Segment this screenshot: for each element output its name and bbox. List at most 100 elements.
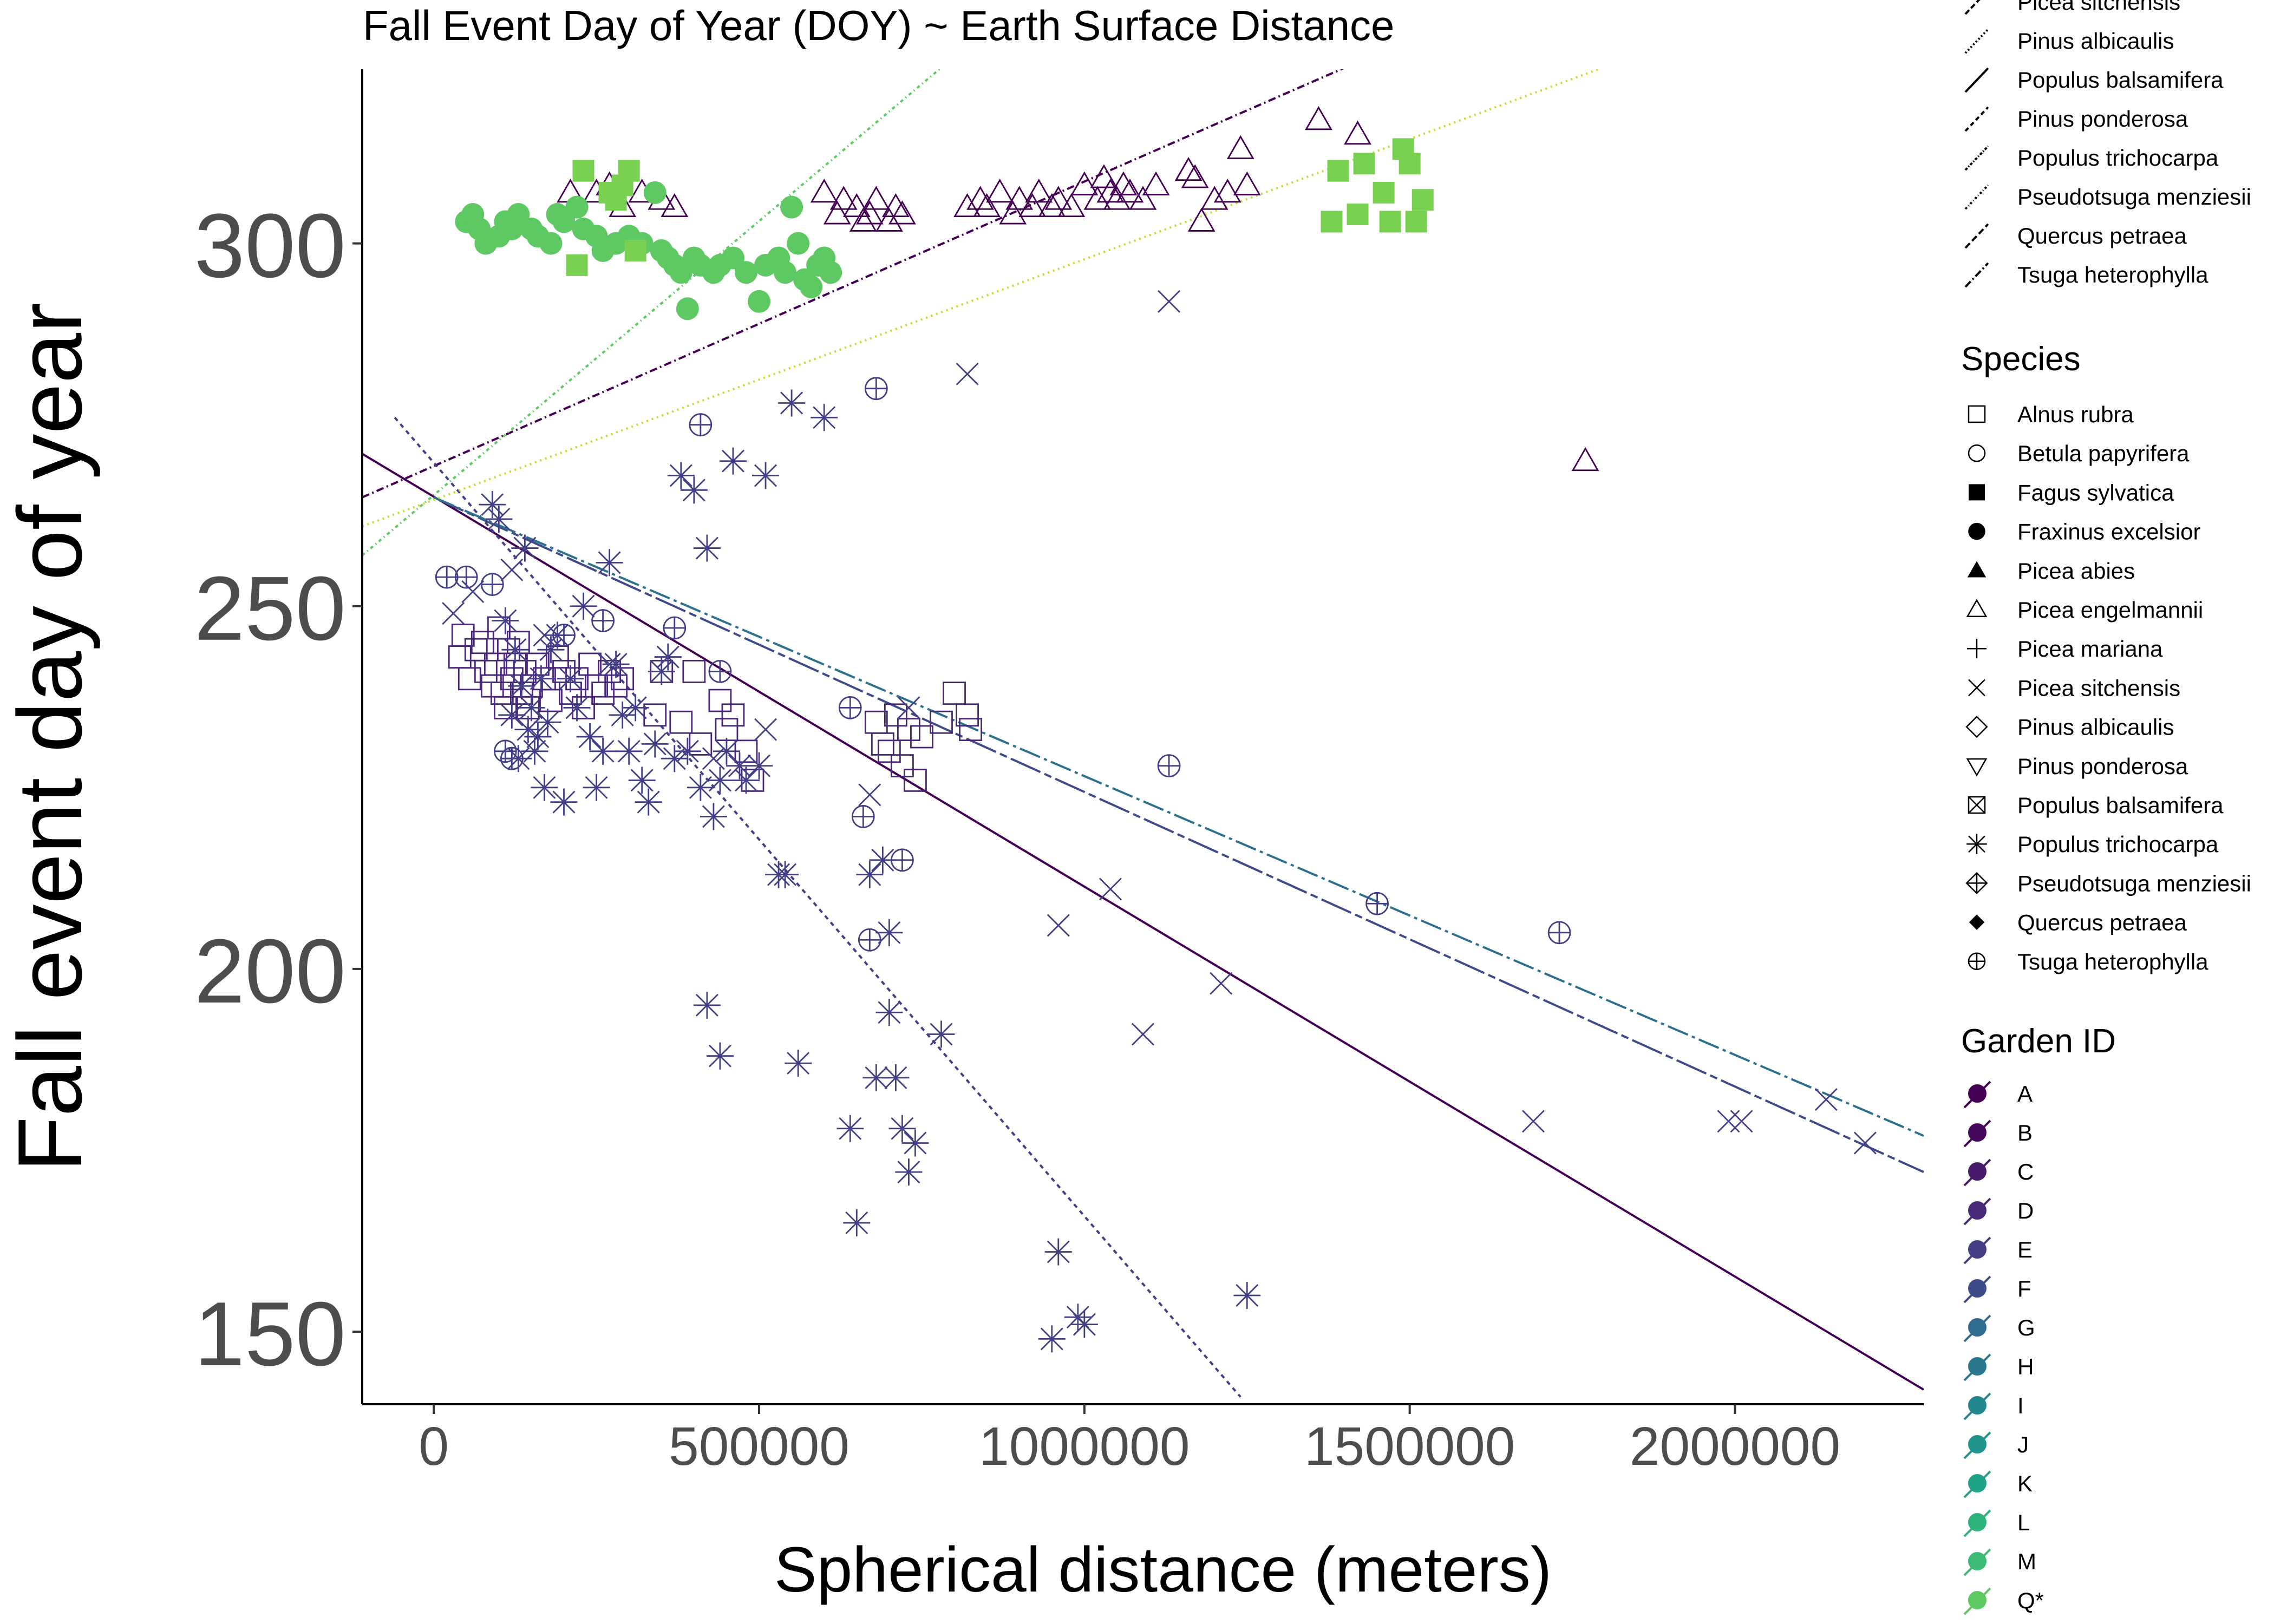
data-point [904, 769, 927, 792]
data-point [1047, 914, 1070, 937]
data-point [721, 246, 744, 270]
data-point [563, 694, 591, 722]
data-point [858, 783, 881, 807]
data-point [654, 643, 682, 671]
legend-garden-dot [1968, 1396, 1987, 1415]
data-point [498, 701, 526, 729]
data-point [693, 534, 721, 562]
data-point [862, 186, 890, 210]
x-axis-ticks: 0 500000 1000000 1500000 2000000 [419, 1404, 1840, 1477]
data-point [615, 737, 643, 765]
data-point [1405, 211, 1427, 233]
legend-garden-dot [1968, 1591, 1987, 1609]
data-point [1025, 179, 1053, 203]
data-point [842, 193, 871, 218]
data-point [1157, 754, 1181, 778]
data-point [1547, 921, 1571, 945]
data-point [811, 404, 838, 431]
data-point [856, 861, 884, 888]
data-point [611, 667, 635, 691]
data-point [875, 999, 903, 1026]
legend-species-key [1968, 405, 1986, 423]
data-point [774, 261, 797, 284]
legend-linetype-key [1964, 184, 1989, 210]
data-point [479, 491, 506, 519]
data-point [628, 767, 656, 794]
data-point [618, 160, 640, 182]
legend-garden-label: B [2017, 1120, 2033, 1145]
data-point [837, 1115, 864, 1142]
legend-species-label: Picea abies [2017, 558, 2135, 584]
data-point [888, 1115, 916, 1142]
data-point [474, 659, 498, 683]
data-point [875, 919, 903, 946]
legend-linetype-label: Tsuga heterophylla [2017, 262, 2208, 287]
data-point [490, 682, 514, 705]
x-tick-label: 1500000 [1304, 1416, 1515, 1477]
data-point [539, 232, 563, 255]
y-axis-ticks: 150 200 250 300 [194, 195, 362, 1385]
data-point [746, 752, 773, 780]
data-point [624, 240, 646, 262]
data-point [897, 718, 920, 741]
data-point [1571, 447, 1599, 472]
data-point [687, 774, 714, 801]
data-point [706, 767, 734, 794]
data-point [526, 652, 550, 676]
data-point [648, 658, 675, 685]
data-point [1321, 211, 1343, 233]
data-point [483, 652, 507, 676]
legend-garden-label: C [2017, 1159, 2034, 1184]
data-point [1226, 135, 1254, 159]
data-point [1181, 164, 1209, 188]
data-point [643, 703, 667, 727]
data-point [534, 709, 561, 736]
data-point [622, 694, 649, 722]
data-point [884, 703, 907, 727]
data-point [566, 254, 588, 276]
data-point [1210, 972, 1233, 995]
legend-garden-dot [1968, 1240, 1987, 1259]
legend-species-label: Pseudotsuga menziesii [2017, 870, 2251, 896]
legend-species-label: Fagus sylvatica [2017, 480, 2174, 505]
data-point [604, 674, 628, 698]
data-point [849, 207, 877, 232]
legend-linetype-label: Populus balsamifera [2017, 67, 2224, 93]
legend-linetype-key [1964, 0, 1981, 15]
legend-linetype-label: Picea sitchensis [2017, 0, 2180, 15]
data-point [591, 609, 615, 632]
data-point [1373, 181, 1395, 204]
data-point [700, 803, 727, 830]
data-point [829, 186, 858, 210]
legend-species-key [1968, 522, 1985, 540]
legend-garden-label: L [2017, 1510, 2030, 1535]
legend-linetype-key [1964, 145, 1989, 171]
legend-garden-dot [1968, 1552, 1987, 1570]
data-point [1005, 186, 1034, 210]
data-point [890, 848, 914, 872]
data-point [851, 805, 875, 828]
data-point [752, 462, 780, 489]
data-point [930, 710, 953, 734]
data-point [1099, 878, 1122, 901]
data-point [435, 565, 459, 589]
data-point [927, 1020, 955, 1048]
data-point [810, 179, 838, 203]
data-point [943, 682, 966, 705]
data-point [708, 659, 732, 683]
data-point [1814, 1088, 1838, 1111]
series-populus-trichocarpa [479, 389, 1261, 1353]
data-point [864, 377, 888, 401]
legend-species-label: Alnus rubra [2017, 402, 2134, 427]
data-point [537, 636, 565, 664]
data-point [552, 623, 576, 647]
data-point [451, 623, 475, 647]
data-point [732, 767, 760, 794]
legend-garden-label: J [2017, 1432, 2029, 1457]
y-tick-label: 200 [194, 920, 346, 1022]
data-point [1109, 171, 1138, 195]
data-point [507, 203, 530, 226]
data-point [1305, 106, 1332, 130]
data-point [1057, 193, 1086, 218]
